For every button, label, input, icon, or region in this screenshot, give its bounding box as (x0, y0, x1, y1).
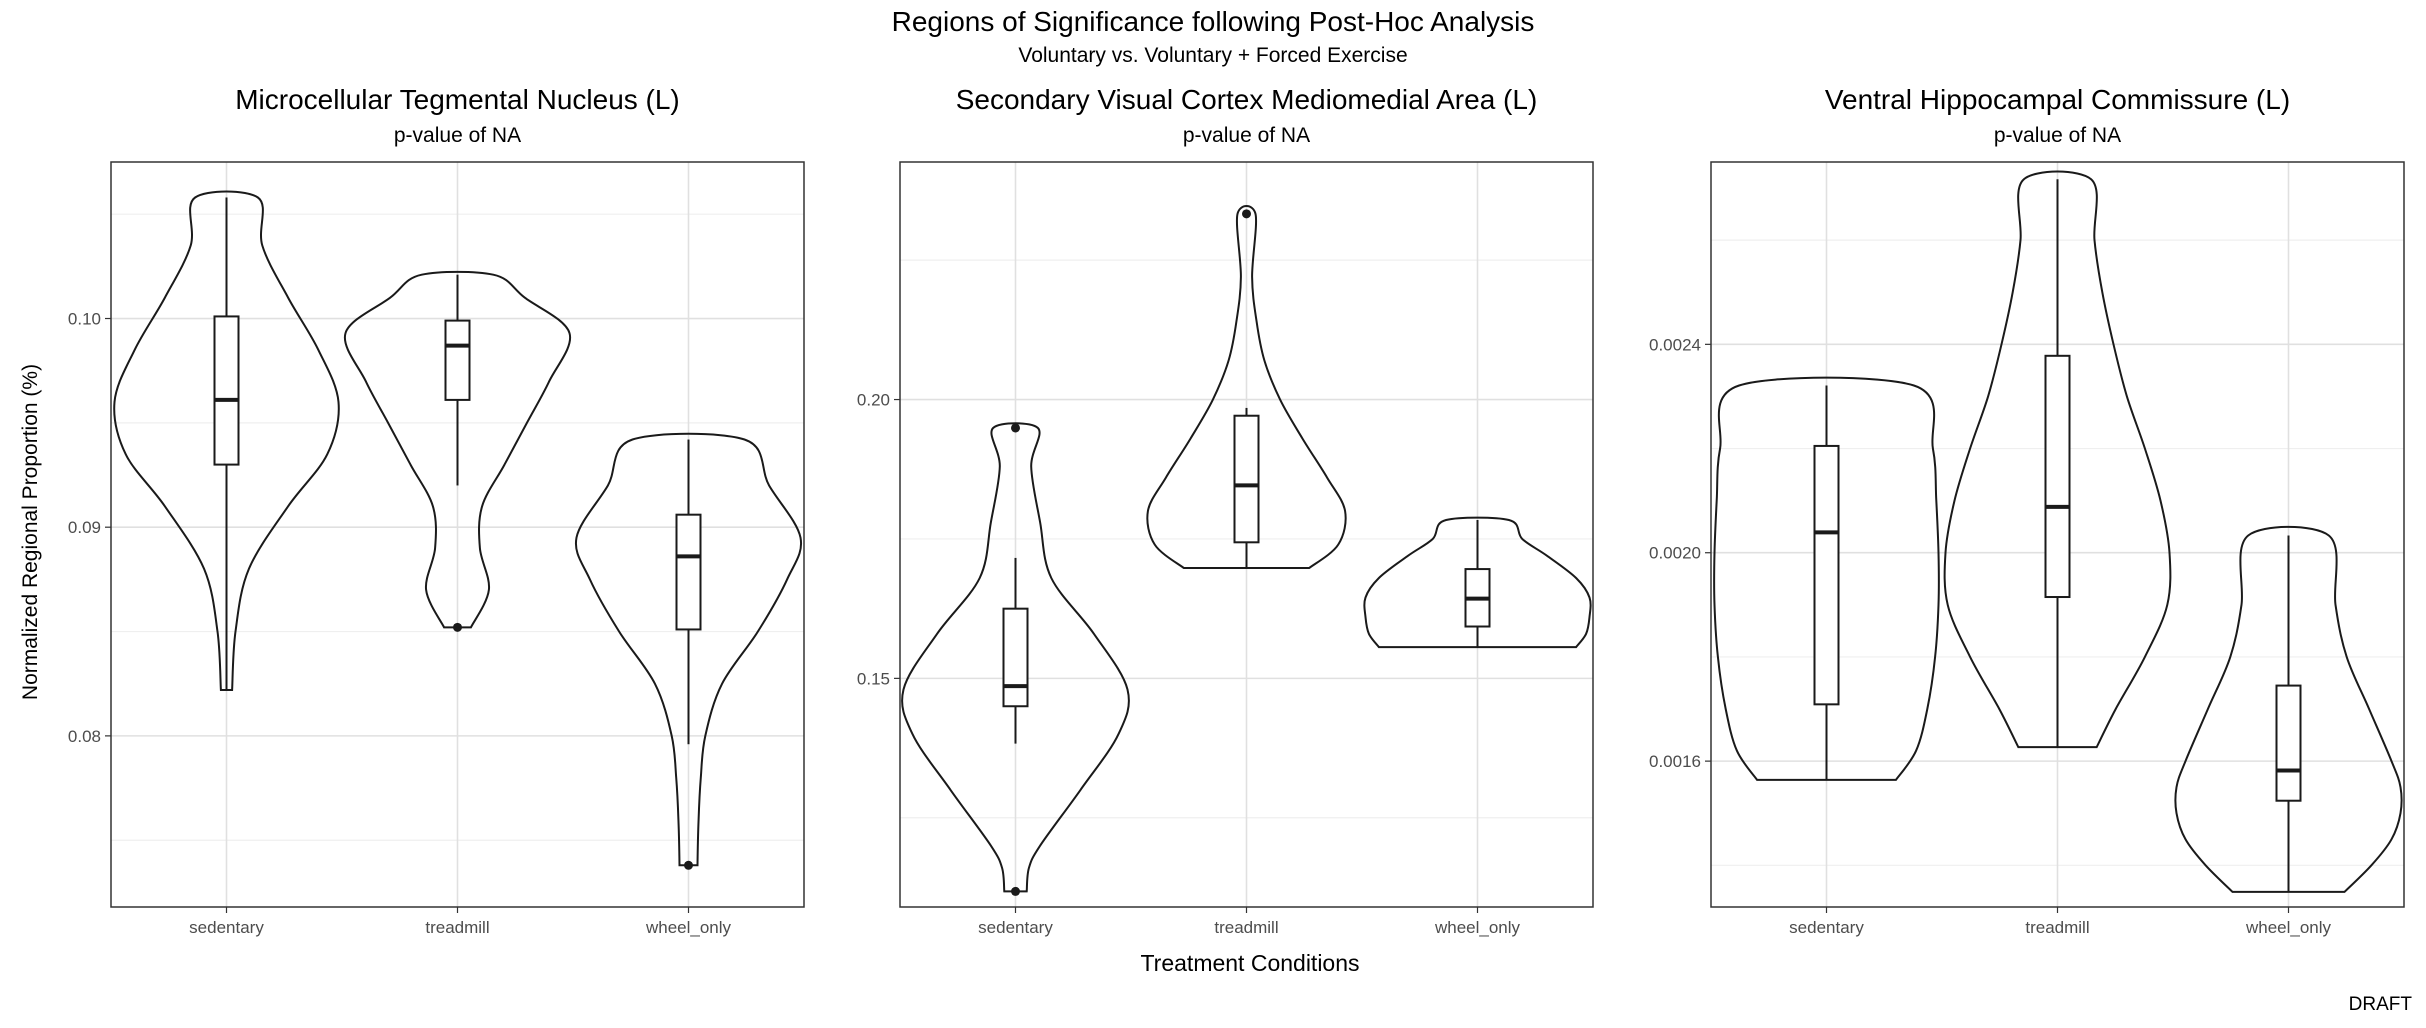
x-tick-label-treadmill: treadmill (425, 918, 489, 937)
VHC-violin-treadmill (1943, 170, 2172, 749)
VHC-box-sedentary (1813, 444, 1840, 706)
SVC-outlier-sedentary (1011, 886, 1020, 896)
y-tick-label: 0.08 (68, 727, 101, 746)
MTN-violin-treadmill (343, 270, 572, 629)
y-axis-label: Normalized Regional Proportion (%) (19, 363, 42, 701)
panel-1: Microcellular Tegmental Nucleus (L) p-va… (68, 84, 805, 937)
panel-3: Ventral Hippocampal Commissure (L) p-val… (1649, 84, 2405, 937)
x-axis-label: Treatment Conditions (1140, 950, 1360, 976)
figure-subtitle: Voluntary vs. Voluntary + Forced Exercis… (1018, 44, 1408, 67)
SVC-violin-sedentary (901, 422, 1130, 893)
panel-title: Secondary Visual Cortex Mediomedial Area… (955, 84, 1538, 115)
violin-plot-1: 0.08 0.09 0.10 sedentary treadmill wheel_only (68, 161, 805, 937)
y-tick-label: 0.15 (857, 669, 890, 688)
draft-caption: DRAFT (2348, 994, 2412, 1015)
panel-border (899, 161, 1594, 908)
x-tick-label-treadmill: treadmill (2025, 918, 2089, 937)
y-tick-label: 0.0020 (1649, 544, 1701, 563)
VHC-box-treadmill (2044, 354, 2071, 599)
x-tick-label-treadmill: treadmill (1214, 918, 1278, 937)
panel-2: Secondary Visual Cortex Mediomedial Area… (857, 84, 1594, 937)
VHC-box-wheel-only (2275, 684, 2302, 802)
SVC-outlier-sedentary (1011, 423, 1020, 433)
SVC-outlier-treadmill (1242, 209, 1251, 219)
MTN-outlier-wheel-only (684, 860, 693, 870)
y-tick-label: 0.09 (68, 518, 101, 537)
y-tick-label: 0.20 (857, 391, 890, 410)
MTN-violin-sedentary (113, 190, 340, 691)
MTN-box-treadmill (444, 319, 471, 401)
MTN-outlier-treadmill (453, 622, 462, 632)
MTN-box-wheel-only (675, 513, 702, 631)
x-tick-label-wheel-only: wheel_only (1434, 918, 1521, 937)
panel-title: Ventral Hippocampal Commissure (L) (1824, 84, 2291, 115)
figure-title: Regions of Significance following Post-H… (891, 6, 1535, 37)
panel-border (110, 161, 805, 908)
y-tick-label: 0.10 (68, 310, 101, 329)
SVC-box-treadmill (1233, 414, 1260, 544)
SVC-violin-wheel-only (1363, 516, 1592, 649)
x-tick-label-sedentary: sedentary (978, 918, 1053, 937)
violin-plot-3: 0.0016 0.0020 0.0024 sedentary treadmill whee… (1649, 161, 2405, 937)
VHC-violin-wheel-only (2174, 525, 2403, 893)
panel-subtitle: p-value of NA (393, 124, 522, 147)
panel-title: Microcellular Tegmental Nucleus (L) (235, 84, 680, 115)
MTN-violin-wheel-only (574, 432, 803, 867)
x-tick-label-wheel-only: wheel_only (645, 918, 732, 937)
panel-subtitle: p-value of NA (1993, 124, 2122, 147)
x-tick-label-sedentary: sedentary (189, 918, 264, 937)
x-tick-label-sedentary: sedentary (1789, 918, 1864, 937)
violin-plot-2: 0.15 0.20 sedentary treadmill wheel_only (857, 161, 1594, 937)
VHC-violin-sedentary (1713, 376, 1940, 781)
MTN-box-sedentary (213, 315, 240, 466)
panel-subtitle: p-value of NA (1182, 124, 1311, 147)
SVC-box-sedentary (1002, 607, 1029, 708)
x-tick-label-wheel-only: wheel_only (2245, 918, 2332, 937)
panel-border (1710, 161, 2405, 908)
SVC-violin-treadmill (1146, 205, 1347, 569)
y-tick-label: 0.0024 (1649, 335, 1701, 354)
y-tick-label: 0.0016 (1649, 752, 1701, 771)
